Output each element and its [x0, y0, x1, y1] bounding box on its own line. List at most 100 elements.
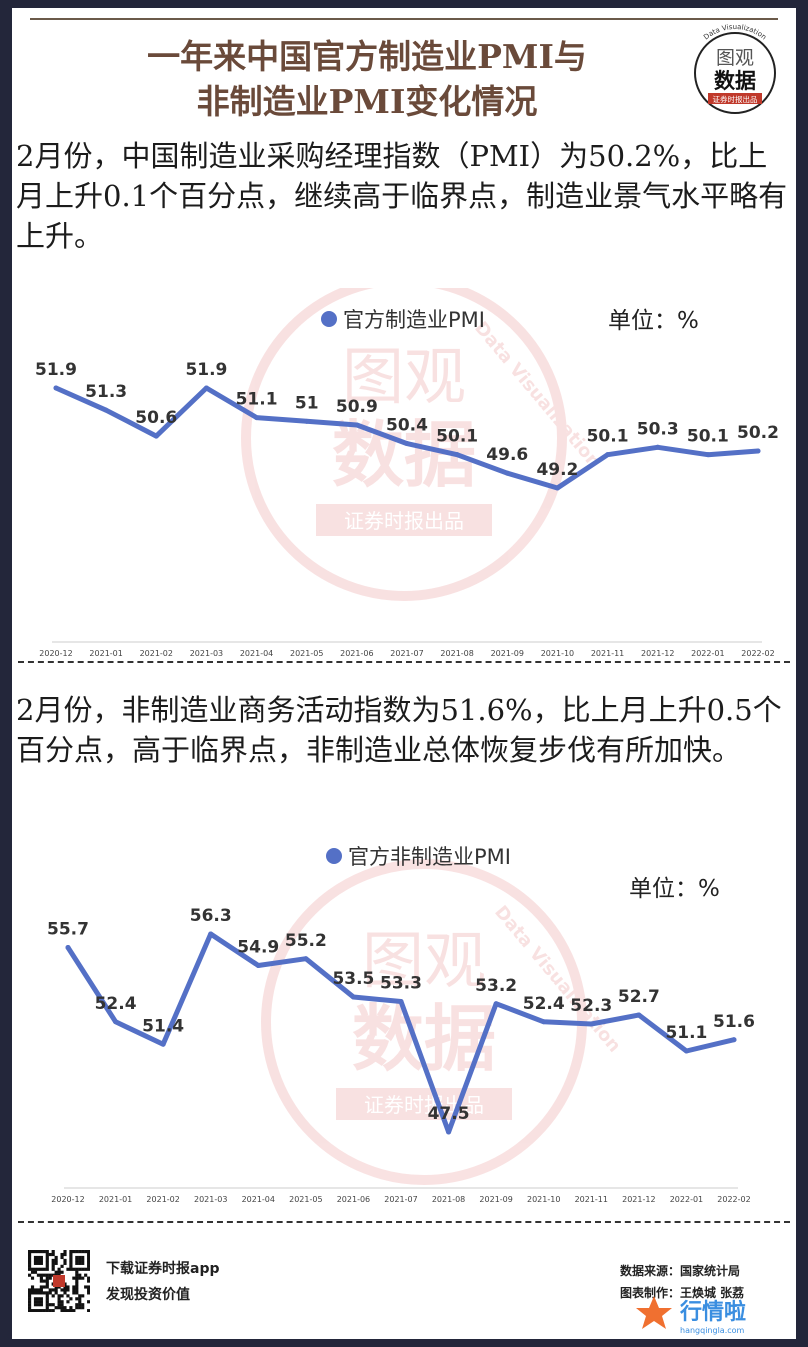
nonmfg-point-2021-05: [303, 956, 309, 962]
download-app-text: 下载证券时报app: [106, 1261, 220, 1277]
mfg-legend-label: 官方制造业PMI: [343, 308, 485, 332]
star-icon: [636, 1296, 672, 1329]
mfg-point-2021-11: [605, 452, 611, 458]
nonmfg-tick-label-2021-07: 2021-07: [384, 1195, 417, 1202]
nonmfg-point-2021-12: [636, 1012, 642, 1018]
logo-tagline: 证券时报出品: [713, 94, 758, 104]
mfg-data-label-2021-11: 50.1: [587, 427, 629, 447]
mfg-tick-label-2021-06: 2021-06: [340, 649, 373, 658]
mfg-point-2021-10: [554, 485, 560, 491]
page-title: 一年来中国官方制造业PMI与 非制造业PMI变化情况: [52, 34, 682, 124]
nonmfg-point-2021-04: [255, 963, 261, 968]
brand-logo: Data Visualization 图观 数据 证券时报出品: [694, 23, 776, 114]
nonmfg-tick-label-2021-10: 2021-10: [527, 1195, 560, 1202]
nonmfg-legend-label: 官方非制造业PMI: [348, 845, 511, 869]
mfg-tick-label-2021-01: 2021-01: [89, 649, 122, 658]
nonmfg-tick-label-2021-12: 2021-12: [622, 1195, 655, 1202]
nonmfg-tick-label-2021-08: 2021-08: [432, 1195, 465, 1202]
nonmfg-data-label-2021-03: 56.3: [190, 906, 232, 926]
mfg-tick-label-2021-12: 2021-12: [641, 649, 674, 658]
nonmfg-data-label-2021-11: 52.3: [570, 996, 612, 1016]
nonmfg-tick-label-2021-04: 2021-04: [242, 1195, 275, 1202]
mfg-point-2021-09: [504, 470, 510, 476]
mfg-data-label-2021-10: 49.2: [536, 460, 578, 480]
mfg-point-2021-01: [103, 407, 109, 413]
mfg-tick-label-2021-04: 2021-04: [240, 649, 273, 658]
nonmfg-tick-label-2022-02: 2022-02: [717, 1195, 750, 1202]
section-divider-1: [18, 661, 790, 663]
mfg-point-2022-01: [705, 452, 711, 458]
mfg-unit-label: 单位：%: [608, 308, 699, 334]
mfg-point-2021-12: [655, 444, 661, 450]
top-rule: [30, 18, 778, 20]
nonmfg-point-2021-09: [493, 1001, 499, 1007]
nonmfg-point-2022-01: [683, 1048, 689, 1054]
mfg-data-label-2021-07: 50.4: [386, 416, 428, 436]
nonmfg-point-2020-12: [65, 945, 71, 950]
mfg-point-2021-06: [354, 422, 360, 428]
nonmfg-tick-label-2022-01: 2022-01: [670, 1195, 703, 1202]
nonmanufacturing-description: 2月份，非制造业商务活动指数为51.6%，比上月上升0.5个百分点，高于临界点，…: [16, 693, 782, 767]
mfg-point-2021-07: [404, 441, 410, 447]
nonmfg-data-label-2021-08: 47.5: [428, 1104, 470, 1124]
nonmfg-tick-label-2021-11: 2021-11: [575, 1195, 608, 1202]
data-source-text: 数据来源：国家统计局: [620, 1264, 741, 1278]
mfg-data-label-2021-12: 50.3: [637, 419, 679, 439]
svg-text:图观: 图观: [342, 340, 466, 413]
mfg-tick-label-2021-05: 2021-05: [290, 649, 323, 658]
nonmfg-data-label-2022-01: 51.1: [665, 1023, 707, 1043]
nonmfg-data-label-2021-12: 52.7: [618, 987, 660, 1007]
nonmfg-data-label-2021-06: 53.5: [332, 969, 374, 989]
mfg-data-label-2021-03: 51.9: [185, 360, 227, 380]
nonmfg-point-2021-07: [398, 999, 404, 1004]
mfg-data-label-2020-12: 51.9: [35, 360, 77, 380]
title-line-1: 一年来中国官方制造业PMI与: [147, 37, 587, 76]
title-line-2: 非制造业PMI变化情况: [196, 82, 538, 121]
mfg-point-2021-04: [254, 415, 260, 421]
mfg-point-2021-02: [153, 433, 159, 439]
logo-line-2: 数据: [714, 69, 756, 93]
mfg-tick-label-2021-11: 2021-11: [591, 649, 624, 658]
nonmfg-data-label-2021-02: 51.4: [142, 1016, 184, 1036]
svg-text:证券时报出品: 证券时报出品: [344, 509, 464, 533]
mfg-tick-label-2021-10: 2021-10: [541, 649, 574, 658]
nonmfg-point-2021-02: [160, 1041, 166, 1047]
nonmfg-tick-label-2021-05: 2021-05: [289, 1195, 322, 1202]
mfg-data-label-2021-02: 50.6: [135, 408, 177, 428]
mfg-data-label-2021-09: 49.6: [486, 445, 528, 465]
nonmfg-point-2021-03: [208, 931, 214, 937]
site-watermark: 行情啦 hangqingla.com: [636, 1296, 746, 1335]
nonmfg-tick-label-2021-06: 2021-06: [337, 1195, 370, 1202]
watermark-url: hangqingla.com: [680, 1326, 745, 1335]
mfg-data-label-2021-04: 51.1: [236, 390, 278, 410]
nonmfg-point-2021-06: [350, 994, 356, 1000]
mfg-data-label-2021-08: 50.1: [436, 427, 478, 447]
nonmfg-tick-label-2020-12: 2020-12: [51, 1195, 84, 1202]
nonmfg-point-2022-02: [731, 1037, 737, 1043]
nonmfg-point-2021-11: [588, 1021, 594, 1027]
mfg-tick-label-2021-09: 2021-09: [491, 649, 524, 658]
nonmfg-tick-label-2021-01: 2021-01: [99, 1195, 132, 1202]
slogan-text: 发现投资价值: [106, 1287, 190, 1303]
logo-line-1: 图观: [716, 47, 754, 69]
mfg-tick-label-2021-02: 2021-02: [140, 649, 173, 658]
manufacturing-description: 2月份，中国制造业采购经理指数（PMI）为50.2%，比上月上升0.1个百分点，…: [16, 139, 788, 253]
mfg-point-2022-02: [755, 448, 761, 454]
mfg-tick-label-2022-02: 2022-02: [741, 649, 774, 658]
watermark-text: 行情啦: [679, 1299, 746, 1325]
mfg-tick-label-2021-03: 2021-03: [190, 649, 223, 658]
nonmfg-tick-label-2021-02: 2021-02: [146, 1195, 179, 1202]
nonmfg-legend-marker: [326, 848, 342, 864]
nonmfg-unit-label: 单位：%: [629, 876, 720, 902]
section-divider-2: [18, 1221, 790, 1223]
mfg-data-label-2022-01: 50.1: [687, 427, 729, 447]
nonmfg-data-label-2021-01: 52.4: [95, 994, 137, 1014]
nonmfg-data-label-2021-04: 54.9: [237, 938, 279, 958]
nonmfg-tick-label-2021-09: 2021-09: [479, 1195, 512, 1202]
chart-credit-text: 图表制作：王焕城 张荔: [620, 1286, 745, 1300]
mfg-tick-label-2022-01: 2022-01: [691, 649, 724, 658]
mfg-tick-label-2020-12: 2020-12: [39, 649, 72, 658]
